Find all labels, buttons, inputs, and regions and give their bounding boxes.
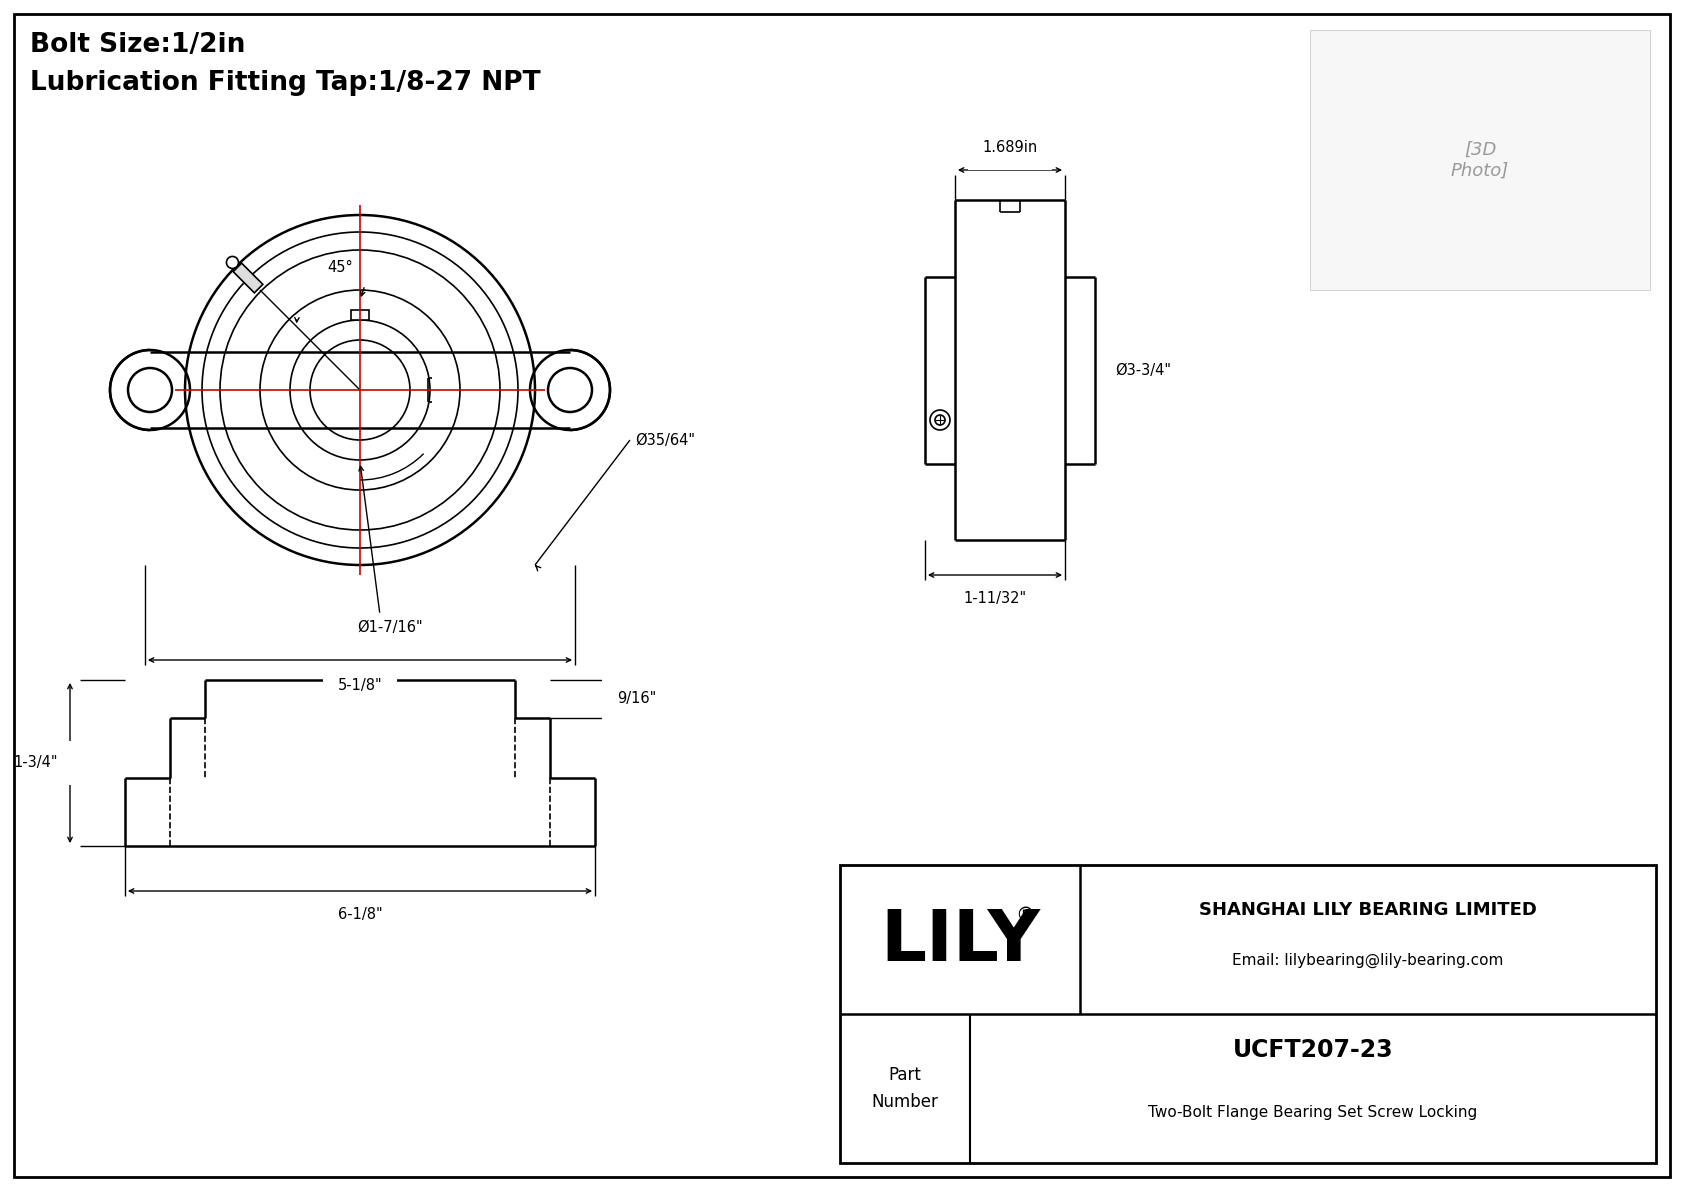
Bar: [232, 263, 263, 293]
Text: 5-1/8": 5-1/8": [338, 678, 382, 693]
Text: 1-11/32": 1-11/32": [963, 591, 1027, 606]
Text: Two-Bolt Flange Bearing Set Screw Locking: Two-Bolt Flange Bearing Set Screw Lockin…: [1148, 1105, 1477, 1120]
Circle shape: [930, 410, 950, 430]
Text: 1-3/4": 1-3/4": [13, 755, 57, 771]
Bar: [1310, 30, 1650, 289]
Text: Ø35/64": Ø35/64": [635, 432, 695, 448]
Bar: [350, 310, 369, 320]
Text: ®: ®: [1015, 906, 1034, 925]
Text: UCFT207-23: UCFT207-23: [1233, 1037, 1393, 1061]
Text: 6-1/8": 6-1/8": [338, 908, 382, 922]
Text: 45°: 45°: [327, 260, 354, 275]
Text: SHANGHAI LILY BEARING LIMITED: SHANGHAI LILY BEARING LIMITED: [1199, 900, 1537, 918]
Text: Lubrication Fitting Tap:1/8-27 NPT: Lubrication Fitting Tap:1/8-27 NPT: [30, 70, 541, 96]
Circle shape: [226, 256, 239, 268]
Text: 1.689in: 1.689in: [982, 141, 1037, 155]
Text: Ø1-7/16": Ø1-7/16": [357, 621, 423, 635]
Text: 9/16": 9/16": [616, 692, 657, 706]
Text: Part
Number: Part Number: [872, 1066, 938, 1111]
Text: Email: lilybearing@lily-bearing.com: Email: lilybearing@lily-bearing.com: [1233, 953, 1504, 968]
Text: Bolt Size:1/2in: Bolt Size:1/2in: [30, 32, 246, 58]
Text: [3D
Photo]: [3D Photo]: [1452, 141, 1509, 180]
Circle shape: [376, 676, 394, 694]
Text: LILY: LILY: [881, 908, 1041, 975]
Text: Ø3-3/4": Ø3-3/4": [1115, 362, 1170, 378]
Bar: [840, 865, 1655, 1162]
